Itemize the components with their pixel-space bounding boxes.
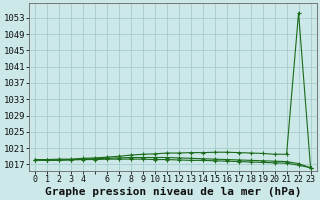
X-axis label: Graphe pression niveau de la mer (hPa): Graphe pression niveau de la mer (hPa) — [44, 186, 301, 197]
